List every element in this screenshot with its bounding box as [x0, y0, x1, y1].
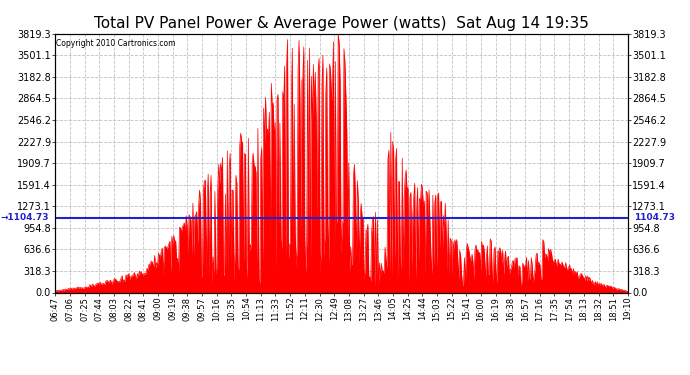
- Text: 1104.73: 1104.73: [633, 213, 675, 222]
- Text: →1104.73: →1104.73: [1, 213, 50, 222]
- Title: Total PV Panel Power & Average Power (watts)  Sat Aug 14 19:35: Total PV Panel Power & Average Power (wa…: [94, 16, 589, 31]
- Text: Copyright 2010 Cartronics.com: Copyright 2010 Cartronics.com: [57, 39, 176, 48]
